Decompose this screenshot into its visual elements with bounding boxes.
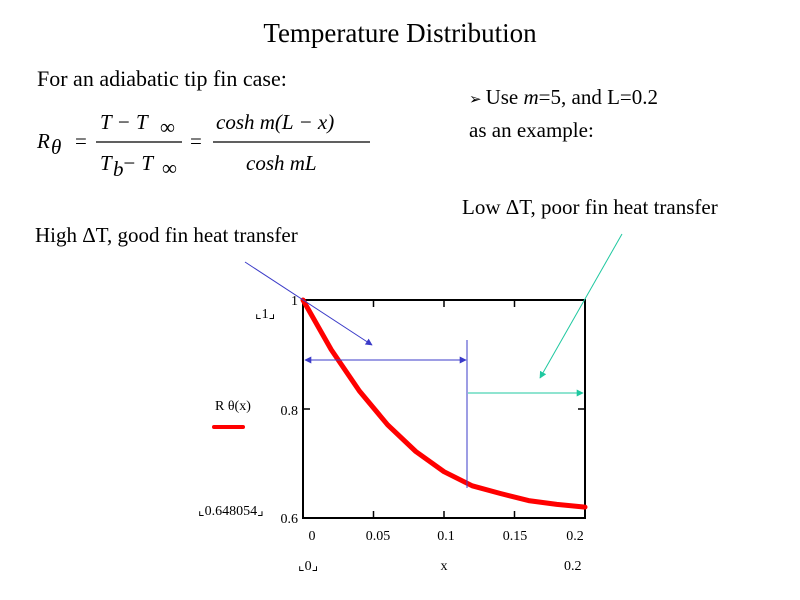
range-labels: ⌞1⌟ ⌞0.648054⌟ ⌞0⌟ 0.2 [198,307,582,574]
example-rest: =5, and L=0.2 [538,85,659,109]
y-tick-label-0-8: 0.8 [281,404,299,419]
series-r-theta [300,297,588,510]
y-range-max-value: 1 [262,307,269,322]
fin-temperature-formula: R θ = T − T ∞ T b − T ∞ = cosh m(L − x) … [36,110,370,181]
intro-text: For an adiabatic tip fin case: [37,66,287,91]
y-range-min-close-bracket-icon: ⌟ [257,504,264,519]
x-tick-label-4: 0.2 [566,529,584,544]
x-range-min-open-bracket-icon: ⌞ [298,559,305,574]
slide-title: Temperature Distribution [263,18,537,48]
series-line [300,297,588,510]
x-range-max-label: 0.2 [564,559,582,574]
example-prefix: Use [485,85,524,109]
low-delta-t-label: Low ΔT, poor fin heat transfer [462,195,718,219]
formula-den1-t: T [100,151,113,175]
formula-den1-inf: ∞ [162,156,177,180]
x-tick-label-1: 0.05 [366,529,391,544]
formula-equals-2: = [190,129,202,153]
formula-equals-1: = [75,129,87,153]
x-tick-label-3: 0.15 [503,529,528,544]
formula-num2: cosh m(L − x) [216,110,334,134]
formula-den1-sub: b [113,157,124,181]
formula-lhs: R [36,129,50,153]
y-tick-labels: 1 0.8 0.6 [281,294,299,527]
formula-den2: cosh mL [246,151,317,175]
low-label-pointer-arrow [539,233,623,379]
formula-lhs-sub: θ [51,135,61,159]
y-range-max-close-bracket-icon: ⌟ [269,307,276,322]
y-tick-label-0-6: 0.6 [281,512,299,527]
x-range-min-label: ⌞0⌟ [298,559,318,574]
formula-den1-rest: − T [122,151,154,175]
high-delta-t-label: High ΔT, good fin heat transfer [35,223,298,247]
x-tick-label-2: 0.1 [437,529,455,544]
y-range-max-label: ⌞1⌟ [255,307,275,322]
x-tick-labels: 0 0.05 0.1 0.15 0.2 [309,529,584,544]
high-label-pointer-arrow [244,261,373,346]
plot-frame [302,299,586,519]
arrow-bullet-icon: ➢ [469,90,482,108]
example-m-symbol: m [523,85,539,109]
y-range-max-open-bracket-icon: ⌞ [255,307,262,322]
example-line-2: as an example: [469,118,594,142]
y-axis-label: R θ(x) [215,399,251,414]
y-range-min-label: ⌞0.648054⌟ [198,504,264,519]
example-line-1: ➢ Use m=5, and L=0.2 [469,82,658,115]
x-axis-label: x [441,559,448,574]
y-range-min-value: 0.648054 [205,504,258,519]
y-tick-label-1: 1 [291,294,298,309]
x-tick-label-0: 0 [309,529,316,544]
formula-num1-inf: ∞ [160,115,175,139]
y-range-min-open-bracket-icon: ⌞ [198,504,205,519]
x-range-min-value: 0 [305,559,312,574]
axis-ticks [302,299,586,519]
example-note: ➢ Use m=5, and L=0.2 as an example: [469,82,658,146]
x-range-min-close-bracket-icon: ⌟ [312,559,319,574]
formula-num1: T − T [100,110,149,134]
